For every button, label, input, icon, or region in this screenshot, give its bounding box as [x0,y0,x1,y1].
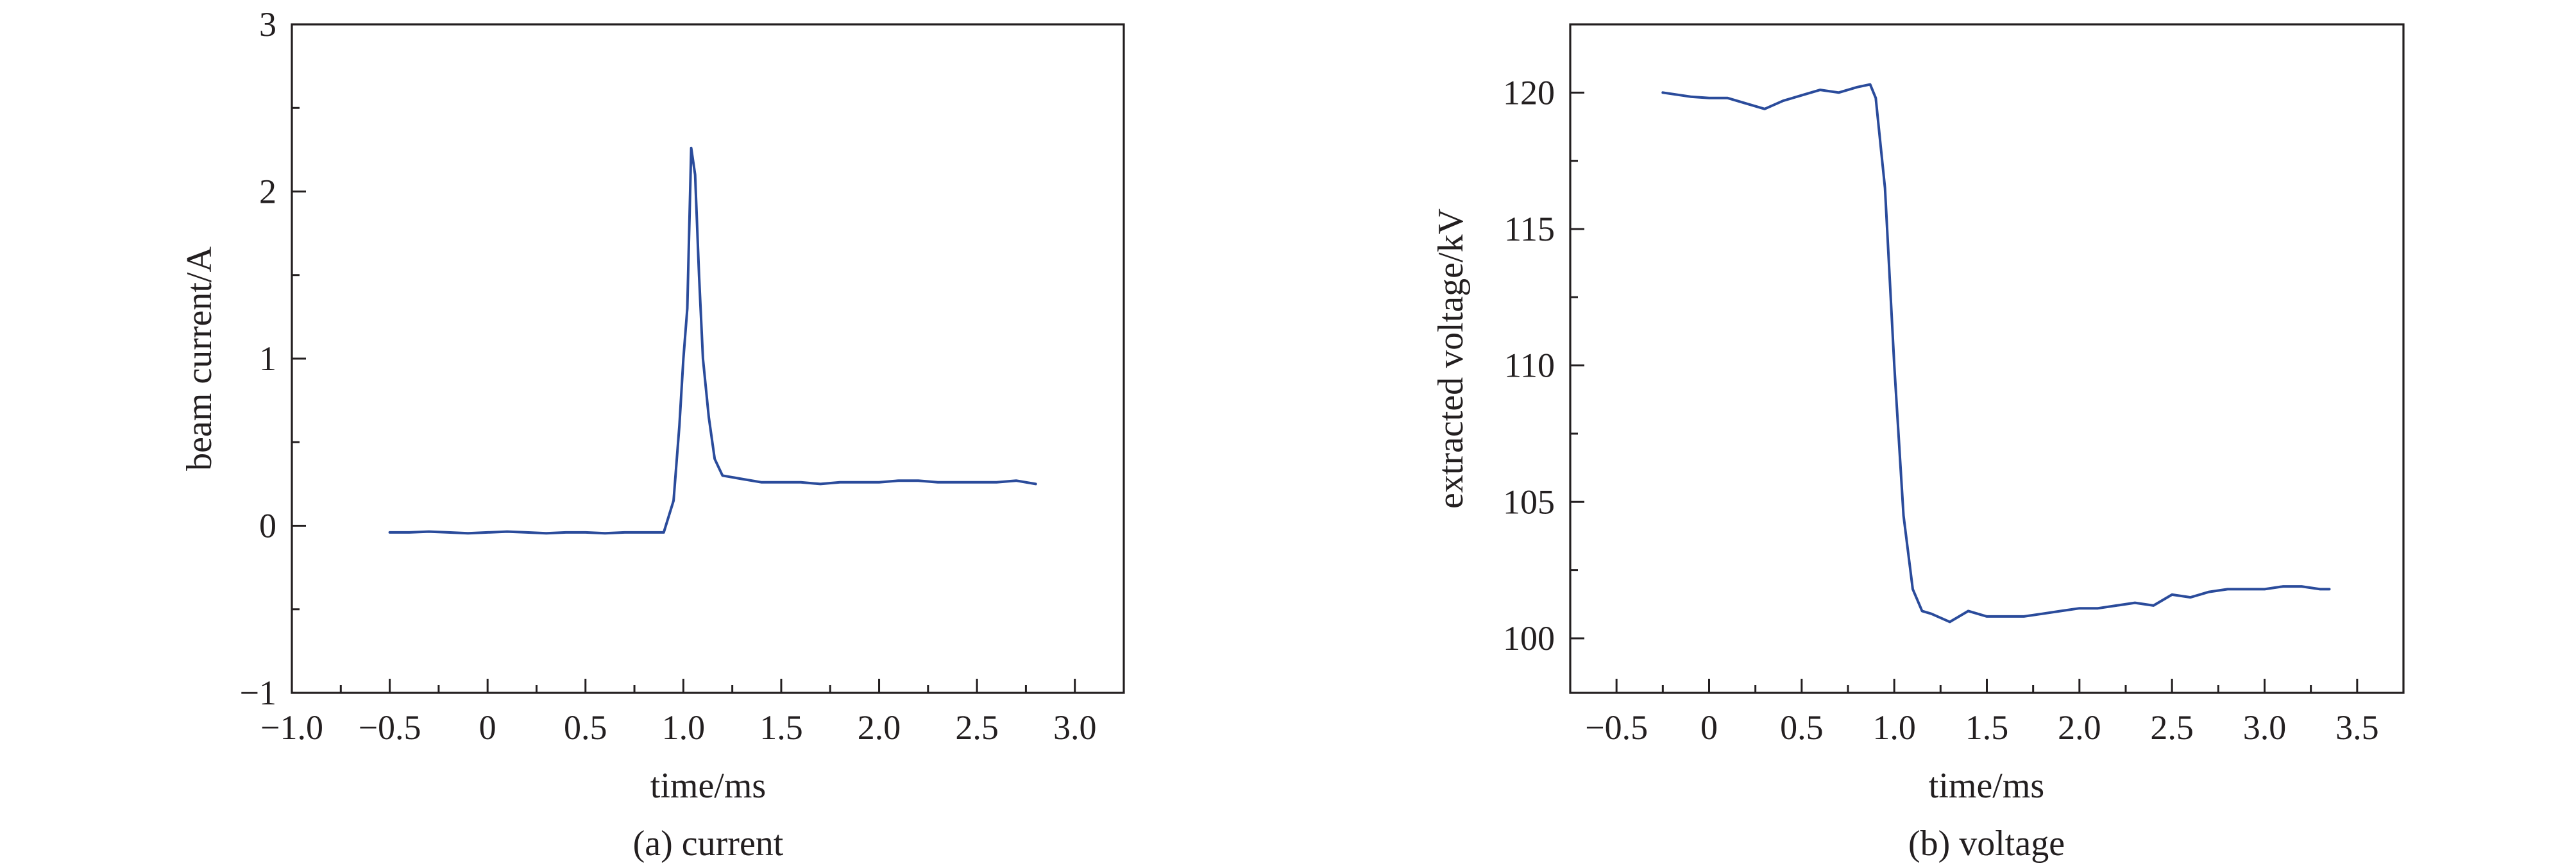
beam-current-line [388,146,1037,535]
y-axis-label-current: beam current/A [180,246,219,471]
x-tick-label: −0.5 [1585,708,1648,747]
x-tick-label: 1.0 [1872,708,1916,747]
caption-current: (a) current [633,824,784,864]
y-tick-label: 110 [1504,346,1555,385]
x-tick-label: 0 [479,708,496,747]
x-tick-label: 3.5 [2335,708,2379,747]
x-tick-label: 0.5 [1780,708,1824,747]
y-tick-labels-voltage: 100 105 110 115 120 [1503,73,1555,658]
axis-ticks-current [291,23,1076,694]
x-tick-labels-current: −1.0 −0.5 0 0.5 1.0 1.5 2.0 2.5 3.0 [260,708,1096,747]
y-tick-label: 0 [259,507,276,545]
x-axis-label-voltage: time/ms [1929,766,2044,806]
x-tick-label: 1.0 [662,708,706,747]
caption-voltage: (b) voltage [1908,824,2065,864]
x-axis-label-current: time/ms [650,766,766,806]
x-tick-label: 2.0 [2058,708,2101,747]
y-axis-label-voltage: extracted voltage/kV [1431,208,1471,509]
x-tick-label: 0.5 [564,708,607,747]
y-tick-labels-current: −1 0 1 2 3 [240,5,276,712]
x-tick-label: 3.0 [2243,708,2287,747]
x-tick-label: −0.5 [359,708,421,747]
x-tick-labels-voltage: −0.5 0 0.5 1.0 1.5 2.0 2.5 3.0 3.5 [1585,708,2378,747]
panel-current: −1.0 −0.5 0 0.5 1.0 1.5 2.0 2.5 3.0 −1 0 1 2 3 time/… [180,5,1125,864]
x-tick-label: 2.5 [955,708,999,747]
panel-voltage: −0.5 0 0.5 1.0 1.5 2.0 2.5 3.0 3.5 1001051101151… [1431,23,2405,864]
x-tick-label: 3.0 [1053,708,1097,747]
y-tick-label: 100 [1503,619,1555,658]
y-tick-label: 1 [259,339,276,378]
plot-frame-voltage [1569,23,2405,694]
x-tick-label: −1.0 [260,708,323,747]
axis-ticks-voltage [1570,91,2359,693]
extracted-voltage-line [1661,83,2331,624]
y-tick-label: −1 [240,674,276,712]
x-tick-label: 2.5 [2150,708,2194,747]
y-tick-label: 115 [1504,210,1555,248]
y-tick-label: 120 [1503,73,1555,112]
y-tick-label: 3 [259,5,276,44]
x-tick-label: 0 [1700,708,1718,747]
x-tick-label: 2.0 [858,708,901,747]
plot-frame-current [291,23,1125,694]
x-tick-label: 1.5 [1965,708,2009,747]
y-tick-label: 105 [1503,482,1555,521]
x-tick-label: 1.5 [759,708,803,747]
y-tick-label: 2 [259,173,276,211]
